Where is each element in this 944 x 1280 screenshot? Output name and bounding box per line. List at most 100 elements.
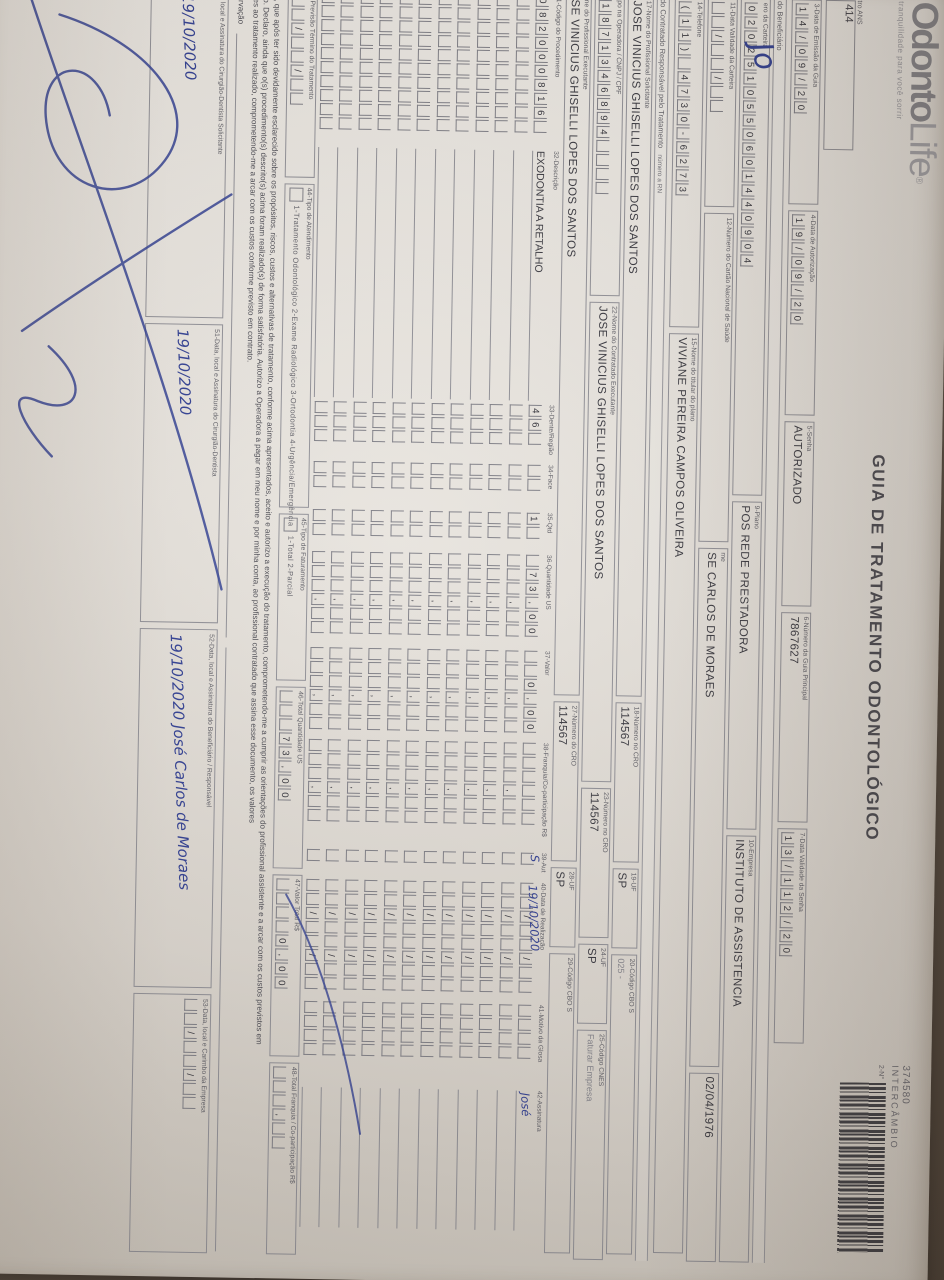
cell-33-dente-regi-o: [391, 402, 410, 458]
field-label: 5-Senha: [804, 425, 813, 452]
comb-cell: [506, 568, 520, 581]
comb-cell: [271, 1122, 286, 1135]
comb-cell: [382, 964, 396, 977]
cell-content: [338, 1087, 354, 1228]
cell-34-face: [448, 463, 467, 507]
comb-cell: [391, 462, 405, 475]
field-label: 12-Número do Cartão Nacional de Saúde: [722, 217, 733, 343]
comb-cell: /: [442, 909, 456, 922]
comb-cell: [486, 582, 501, 595]
comb-cell: [445, 741, 459, 754]
comb-cell: [496, 36, 510, 49]
comb-cell: [399, 20, 413, 33]
comb-cell: [479, 1031, 493, 1045]
comb-cell: 7: [278, 732, 293, 746]
comb-cell: [522, 798, 536, 811]
comb-cell: [711, 1, 725, 15]
comb-cell: [358, 103, 372, 116]
comb-cell: [304, 962, 318, 976]
comb-cell: 0: [742, 128, 756, 141]
odontolife-logo: OdontoLife® tranquilidade para você sorr…: [822, 0, 944, 232]
comb-cell: [353, 401, 367, 414]
field-25-c-digo-cnes: 25-Código CNES Faturar Empresa: [572, 1029, 607, 1261]
comb-cells: [404, 850, 418, 865]
comb-cells: [358, 0, 374, 132]
comb-cell: [461, 937, 475, 950]
comb-cell: [381, 1044, 395, 1057]
comb-cell: 3: [597, 55, 611, 69]
comb-cell: [418, 6, 433, 19]
comb-cell: [426, 718, 440, 732]
comb-cell: [363, 977, 377, 991]
comb-cell: [421, 978, 435, 992]
comb-cells: ,: [443, 741, 459, 825]
comb-cell: /: [779, 916, 793, 929]
comb-cell: [484, 741, 498, 755]
comb-cell: [378, 76, 392, 89]
comb-cells: [470, 403, 484, 446]
comb-cell: [484, 719, 498, 733]
field-value: SP: [615, 872, 628, 889]
comb-cell: [468, 525, 482, 538]
cell-32-descri-o: [313, 146, 332, 398]
comb-cell: [359, 47, 373, 60]
comb-cell: [429, 524, 443, 538]
comb-cell: [476, 63, 490, 76]
comb-cell: [371, 509, 385, 523]
comb-cell: 4: [596, 125, 610, 139]
comb-cells: [352, 461, 366, 490]
comb-cell: [596, 139, 610, 153]
comb-cell: [333, 461, 347, 474]
cell-32-descri-o: [333, 147, 351, 398]
comb-cell: [279, 704, 293, 718]
cell-34-face: [370, 461, 389, 506]
comb-cell: [711, 15, 725, 29]
comb-cell: ,: [428, 594, 442, 608]
comb-cells: ,: [445, 649, 460, 733]
comb-cells: 1 4/0 9/2 0: [793, 3, 809, 115]
comb-cells: ,: [271, 1066, 287, 1151]
comb-cell: 5: [742, 114, 756, 127]
cell-content: [333, 147, 351, 398]
comb-cell: [477, 7, 491, 20]
comb-cells: [439, 1003, 454, 1059]
comb-cell: [325, 879, 339, 892]
comb-cell: [319, 103, 333, 116]
comb-cell: [463, 811, 477, 824]
comb-cell: [379, 48, 393, 61]
comb-cell: [363, 935, 377, 949]
field-value: 114567: [587, 791, 601, 832]
comb-cell: [388, 622, 402, 635]
comb-cell: [476, 91, 490, 104]
comb-cells: / /: [421, 880, 437, 993]
cell-content: [513, 1090, 530, 1231]
comb-cell: [323, 1001, 337, 1014]
comb-cell: [467, 567, 481, 580]
comb-cell: [526, 526, 541, 539]
comb-cell: [276, 892, 290, 905]
field-a-previs-o-t-rmino-do-tratamento: a Previsão Término do Tratamento / /: [284, 0, 318, 178]
comb-cell: [476, 35, 491, 48]
comb-cell: [450, 431, 464, 444]
comb-cell: [350, 565, 364, 578]
comb-cell: [348, 703, 362, 716]
comb-cell: [710, 43, 725, 57]
comb-cell: [485, 677, 499, 691]
comb-cell: [365, 849, 379, 863]
comb-cells: ,: [482, 741, 498, 826]
comb-cell: [291, 0, 305, 7]
cell-content: EXODONTIA A RETALHO: [528, 150, 547, 401]
field-registro-ans: tro ANS 414: [823, 0, 863, 151]
comb-cell: ,: [278, 760, 292, 774]
cell-content: [372, 148, 390, 399]
cell-content: [430, 149, 449, 400]
comb-cell: [467, 553, 482, 566]
comb-cell: [447, 623, 461, 636]
comb-cell: [405, 768, 419, 781]
comb-cell: [495, 106, 509, 119]
col-header-31-c-digo-do-procedimento: 31-Código do Procedimento: [553, 0, 562, 78]
comb-cells: [313, 460, 327, 489]
comb-cell: [326, 809, 341, 822]
comb-cell: [313, 474, 327, 488]
